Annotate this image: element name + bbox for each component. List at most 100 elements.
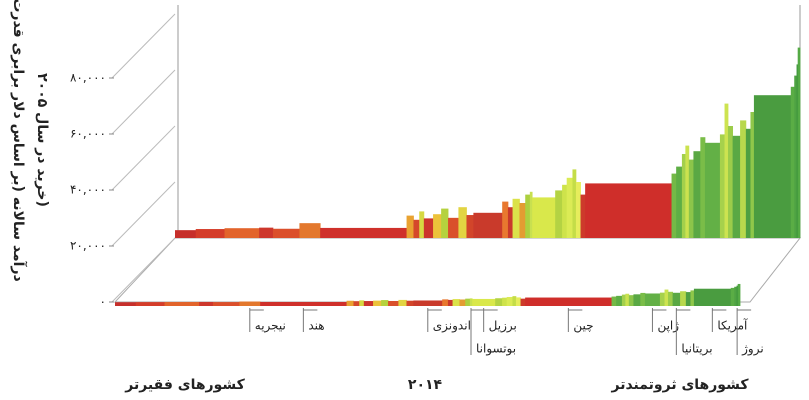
country-label: نیجریه [255,319,286,334]
bar [512,198,520,238]
grid-line [111,237,176,303]
bar [732,135,741,238]
bar [671,173,677,238]
bar [681,154,686,238]
bar [195,229,225,238]
bar [448,217,459,238]
bar-reflection [685,292,691,306]
country-label: بریتانیا [681,342,712,357]
bar [572,169,577,238]
bar-reflection [737,283,741,306]
grid-line [111,181,176,247]
bar-reflection [633,294,641,306]
bar [525,194,531,238]
bar-reflection [406,300,414,306]
bar-reflection [659,292,665,306]
bar [580,194,586,238]
bar-reflection [664,289,669,306]
bar [685,145,690,238]
bar-reflection [442,299,449,306]
bar-reflection [506,296,513,306]
bar [745,128,751,238]
bar-reflection [690,290,695,306]
bar [502,201,509,238]
bars [115,47,801,306]
bar-reflection [164,302,200,306]
bar [320,227,407,238]
bar [466,215,474,238]
bar [406,215,414,238]
country-label: ژاپن [657,319,679,334]
bar-reflection [672,292,681,306]
bar [423,218,434,238]
bar [529,191,533,238]
bar [562,184,568,238]
bar [441,208,449,238]
bar-reflection [346,300,354,306]
bar [413,219,420,238]
bar [796,64,799,239]
bar [507,207,513,238]
bar [719,134,725,238]
bar-reflection [469,298,473,306]
bar [532,197,556,238]
bar [272,228,300,238]
bar [704,142,721,238]
y-tick-label: ۸۰,۰۰۰ [70,71,106,85]
bar [790,86,795,238]
y-axis-title: درآمد سالانه (بر اساس دلار برابری قدرت [10,0,28,282]
bar-reflection [640,292,646,306]
bar-reflection [495,298,503,306]
bar-reflection [525,297,612,306]
country-label: بوتسوانا [476,342,516,357]
left-label: کشورهای فقیرتر [124,377,245,393]
bar-reflection [515,297,521,306]
bar [555,190,563,238]
bar-reflection [452,299,460,306]
bar [419,211,425,238]
bar [727,126,734,238]
bar-reflection [512,296,517,306]
bar-reflection [239,301,261,306]
bar [794,75,797,238]
bar [585,183,672,238]
bar-reflection [413,300,443,306]
bar-reflection [502,297,508,306]
bar-reflection [447,299,453,306]
bar-reflection [621,294,626,306]
bar [688,159,694,238]
bar-reflection [260,301,347,306]
bar [693,151,701,238]
bar [700,137,706,238]
bar-reflection [736,285,739,306]
bar-reflection [115,302,137,306]
y-axis-title: خرید در سال ۲۰۰۵) [34,73,50,207]
bar-reflection [381,300,389,306]
bar [676,166,683,238]
y-tick-label: ۴۰,۰۰۰ [70,183,106,197]
bar [740,120,747,238]
bar [750,112,755,238]
country-label: نروژ [741,342,764,357]
bar [519,203,526,238]
bar-reflection [644,293,661,306]
bar-reflection [625,293,630,306]
bar [175,230,197,238]
country-label: اندونزی [433,319,471,334]
y-tick-label: ۶۰,۰۰۰ [70,127,106,141]
bar-reflection [680,291,687,306]
right-label: کشورهای ثروتمندتر [611,377,750,393]
bar-reflection [398,299,407,306]
bar-reflection [459,299,466,306]
bar [259,227,274,238]
bar [575,182,581,238]
bar [724,103,729,238]
bar-reflection [520,298,526,306]
bar-reflection [611,296,617,306]
bar [433,214,442,238]
bar [458,207,467,238]
bar-reflection [199,301,214,306]
bar-reflection [730,287,735,306]
